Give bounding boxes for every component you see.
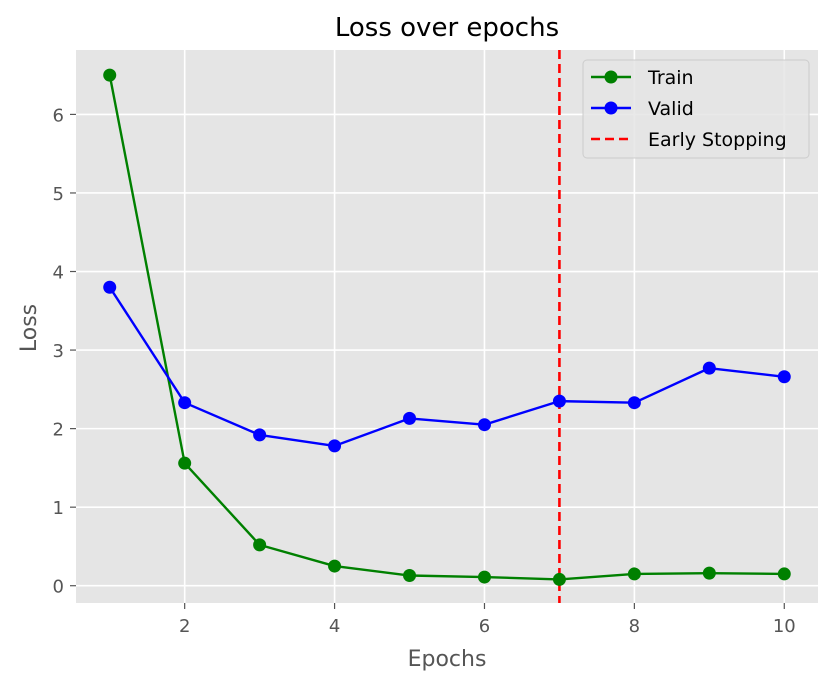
train-point — [777, 567, 791, 581]
valid-point — [253, 428, 267, 442]
valid-point — [477, 418, 491, 432]
x-tick-label: 8 — [629, 616, 640, 637]
legend-valid-marker — [604, 101, 618, 115]
y-tick-label: 5 — [53, 184, 64, 205]
valid-point — [403, 411, 417, 425]
valid-point — [103, 280, 117, 294]
legend-train-label: Train — [647, 67, 694, 89]
valid-line — [108, 286, 785, 448]
legend-valid-label: Valid — [648, 98, 694, 120]
y-tick-label: 1 — [53, 498, 64, 519]
x-tick-label: 4 — [329, 616, 340, 637]
y-ticks: 0 1 2 3 4 5 6 — [53, 105, 76, 598]
valid-point — [328, 439, 342, 453]
y-tick-label: 2 — [53, 420, 64, 441]
legend-early-stopping-label: Early Stopping — [648, 129, 787, 151]
y-tick-label: 6 — [53, 105, 64, 126]
grid — [76, 50, 818, 603]
valid-point — [777, 370, 791, 384]
x-axis-label: Epochs — [408, 647, 487, 672]
train-point — [552, 572, 566, 586]
x-tick-label: 10 — [773, 616, 796, 637]
x-tick-label: 2 — [179, 616, 190, 637]
train-point — [253, 538, 267, 552]
valid-point — [627, 396, 641, 410]
y-tick-label: 4 — [53, 263, 64, 284]
train-point — [403, 569, 417, 583]
legend-box — [582, 59, 810, 159]
train-point — [702, 566, 716, 580]
y-axis-label: Loss — [17, 304, 42, 352]
legend: Train Valid Early Stopping — [582, 59, 810, 159]
y-tick-label: 0 — [53, 577, 64, 598]
y-tick-label: 3 — [53, 341, 64, 362]
train-point — [477, 570, 491, 584]
chart-title: Loss over epochs — [335, 13, 559, 43]
legend-train-marker — [604, 70, 618, 84]
train-point — [328, 559, 342, 573]
valid-point — [702, 361, 716, 375]
series-group — [103, 68, 791, 586]
x-ticks: 2 4 6 8 10 — [179, 603, 796, 637]
x-tick-label: 6 — [479, 616, 490, 637]
train-line — [108, 74, 785, 581]
train-point — [103, 68, 117, 82]
valid-point — [178, 396, 192, 410]
train-point — [178, 456, 192, 470]
valid-point — [552, 394, 566, 408]
train-point — [627, 567, 641, 581]
